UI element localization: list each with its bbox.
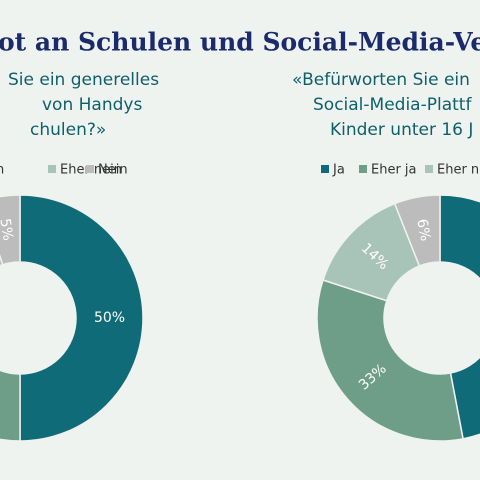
legend-swatch: [321, 165, 329, 173]
title: ot an Schulen und Social-Media-Verbo: [0, 28, 480, 57]
subtitle: Sie ein generelles: [8, 70, 159, 90]
donut-segment: [393, 194, 441, 267]
donut-segment: [0, 194, 21, 266]
legend-label: n: [0, 163, 4, 178]
subtitle: Kinder unter 16 J: [330, 120, 473, 140]
donut-segment: [19, 194, 144, 442]
legend-label: Ja: [332, 163, 345, 178]
legend-label: Eher n: [437, 163, 479, 178]
value-label: 50%: [94, 310, 125, 326]
value-label: 5%: [0, 217, 16, 241]
legend-swatch: [48, 165, 56, 173]
legend-label: Eher ja: [371, 163, 417, 178]
value-label: 6%: [413, 218, 433, 243]
legend-swatch: [359, 165, 367, 173]
donut-segment: [0, 369, 21, 442]
donut-segment: [316, 279, 464, 442]
subtitle: Social-Media-Plattf: [313, 95, 472, 115]
subtitle: «Befürworten Sie ein: [292, 70, 470, 90]
legend-swatch: [425, 165, 433, 173]
legend-label: Nein: [98, 163, 128, 178]
legend-swatch: [86, 165, 94, 173]
donut-segment: [439, 194, 480, 440]
subtitle: von Handys: [42, 95, 142, 115]
subtitle: chulen?»: [30, 120, 106, 140]
